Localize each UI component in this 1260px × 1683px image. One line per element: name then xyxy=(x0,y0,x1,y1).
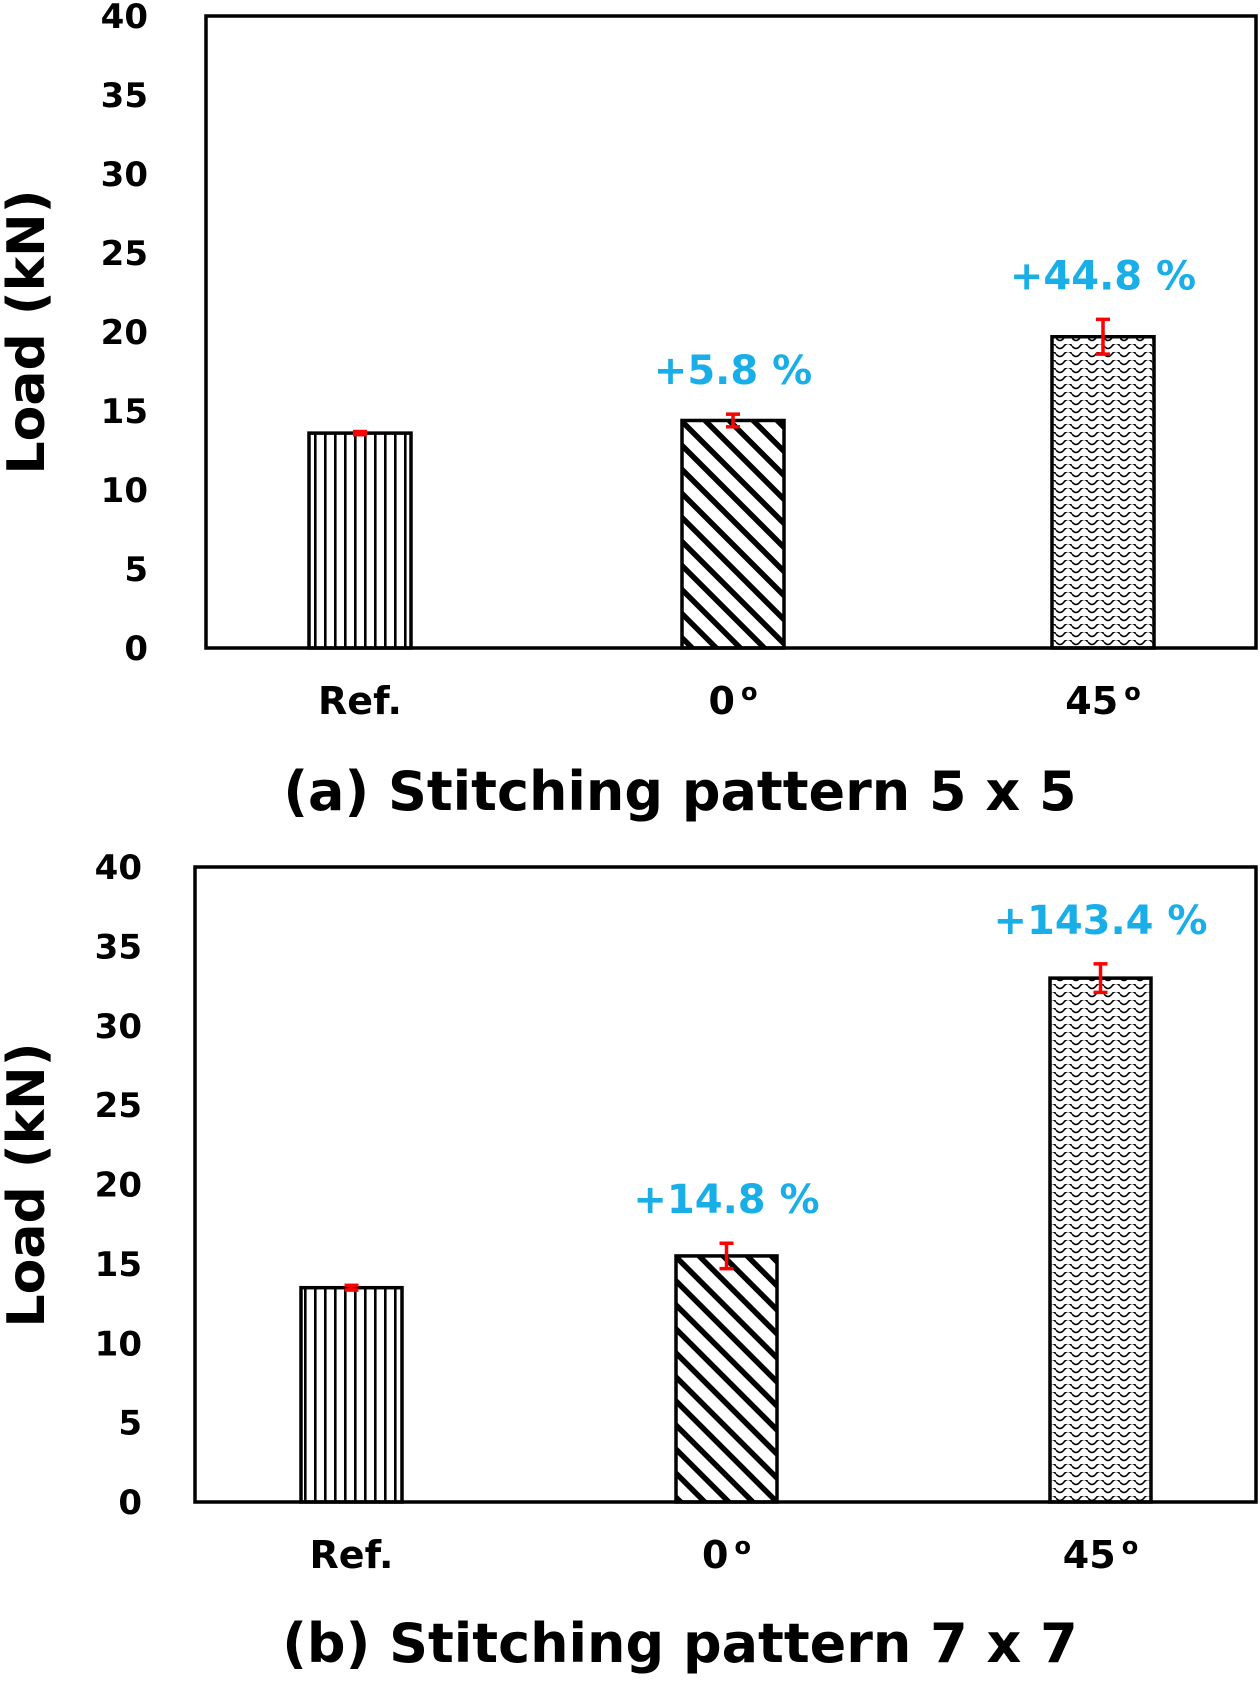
degree-symbol: o xyxy=(1122,1532,1139,1560)
panel-title: (a) Stitching pattern 5 x 5 xyxy=(283,760,1076,823)
annotations: +14.8 % +143.4 % xyxy=(633,898,1207,1223)
y-tick-label: 0 xyxy=(118,1483,142,1523)
error-bars xyxy=(344,962,1108,1292)
category-text: 0 xyxy=(709,679,735,723)
plot-frame xyxy=(193,865,1258,1504)
degree-symbol: o xyxy=(734,1532,751,1560)
x-category-label: 45 o xyxy=(1065,678,1140,723)
y-tick-labels: 0 5 10 15 20 25 30 35 40 xyxy=(95,848,142,1523)
x-category-labels: Ref. 0 o 45 o xyxy=(310,1532,1139,1577)
error-bar xyxy=(1093,962,1108,995)
y-tick-label: 25 xyxy=(95,1086,142,1126)
y-axis-label: Load (kN) xyxy=(0,190,57,475)
category-text: Ref. xyxy=(318,679,402,723)
y-tick-label: 0 xyxy=(124,629,148,669)
percent-increase-label: +5.8 % xyxy=(654,348,812,394)
y-tick-label: 40 xyxy=(101,0,148,37)
y-tick-label: 20 xyxy=(95,1166,142,1206)
y-tick-label: 10 xyxy=(95,1324,142,1364)
x-category-labels: Ref. 0 o 45 o xyxy=(318,678,1141,723)
error-bar xyxy=(353,429,367,437)
x-category-label: 45 o xyxy=(1063,1532,1138,1577)
percent-increase-label: +14.8 % xyxy=(633,1177,819,1223)
y-tick-label: 35 xyxy=(101,76,148,116)
y-tick-label: 15 xyxy=(101,392,148,432)
bar-0 xyxy=(680,418,786,650)
bar-45 xyxy=(1048,976,1153,1504)
y-tick-label: 40 xyxy=(95,848,142,888)
category-text: 45 xyxy=(1065,679,1118,723)
category-text: 45 xyxy=(1063,1533,1116,1577)
degree-symbol: o xyxy=(741,678,758,706)
y-tick-label: 20 xyxy=(101,313,148,353)
y-tick-label: 5 xyxy=(124,550,148,590)
error-bar xyxy=(344,1283,359,1292)
y-tick-label: 30 xyxy=(101,155,148,195)
bar-45 xyxy=(1050,334,1156,650)
y-axis-label: Load (kN) xyxy=(0,1043,57,1328)
error-bars xyxy=(353,317,1110,437)
y-tick-labels: 0 5 10 15 20 25 30 35 40 xyxy=(101,0,148,669)
bar-0 xyxy=(674,1254,779,1504)
panel-title: (b) Stitching pattern 7 x 7 xyxy=(282,1612,1078,1675)
category-text: Ref. xyxy=(310,1533,394,1577)
y-tick-label: 10 xyxy=(101,471,148,511)
x-category-label: Ref. xyxy=(310,1533,394,1577)
degree-symbol: o xyxy=(1124,678,1141,706)
y-tick-label: 5 xyxy=(118,1404,142,1444)
y-tick-label: 35 xyxy=(95,927,142,967)
error-bar xyxy=(719,1241,734,1271)
y-tick-label: 15 xyxy=(95,1245,142,1285)
y-tick-label: 25 xyxy=(101,234,148,274)
error-bar xyxy=(1096,317,1110,356)
category-text: 0 xyxy=(702,1533,728,1577)
bar-ref xyxy=(307,431,413,650)
chart-panel-b: Load (kN) 0 5 10 15 20 25 30 35 40 +14.8 % +143.4… xyxy=(0,848,1258,1675)
error-bar xyxy=(726,412,740,429)
plot-frame xyxy=(204,14,1258,650)
percent-increase-label: +44.8 % xyxy=(1010,253,1196,299)
percent-increase-label: +143.4 % xyxy=(993,898,1207,944)
annotations: +5.8 % +44.8 % xyxy=(654,253,1196,394)
y-tick-label: 30 xyxy=(95,1007,142,1047)
x-category-label: Ref. xyxy=(318,679,402,723)
bar-ref xyxy=(299,1285,404,1504)
bars xyxy=(299,976,1153,1504)
chart-panel-a: Load (kN) 0 5 10 15 20 25 30 35 40 +5.8 % +44.8 %… xyxy=(0,0,1258,823)
